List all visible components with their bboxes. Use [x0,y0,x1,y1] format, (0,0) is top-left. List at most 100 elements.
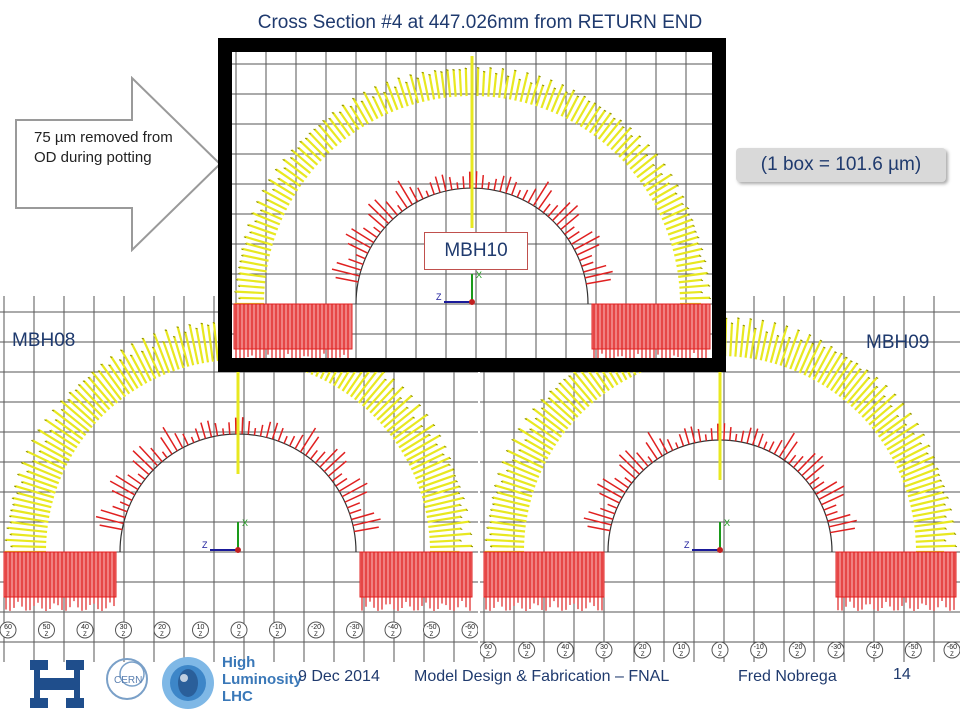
axis-tick-label: -30 [349,624,359,631]
inner-deformation-vector [487,181,490,190]
vector-tip [663,163,666,166]
vector-tip [26,470,29,473]
outer-deformation-vector [247,223,277,236]
outer-deformation-vector [91,371,119,404]
outer-deformation-vector [744,318,752,358]
vector-tip [457,492,461,495]
outer-deformation-vector [10,533,47,539]
midplane-pad [483,551,605,598]
right-arrow-shape [15,76,222,252]
outer-deformation-vector [774,325,789,365]
inner-deformation-vector [597,483,623,499]
vector-tip [412,416,415,419]
vector-tip [674,192,678,195]
vector-tip [703,260,707,263]
vector-tip [529,428,532,431]
outer-deformation-vector [433,70,441,99]
outer-deformation-vector [915,532,956,538]
inner-deformation-vector [347,502,361,509]
footer-title: Model Design & Fabrication – FNAL [414,668,670,685]
outer-deformation-vector [299,140,322,162]
outer-deformation-vector [817,351,837,383]
vector-tip [700,267,703,270]
outer-deformation-vector [565,95,579,120]
outer-deformation-vector [911,503,945,513]
vector-tip [926,452,929,455]
vector-tip [244,243,248,245]
vector-tip [613,117,616,120]
axis-tick-marker [750,641,768,659]
outer-deformation-vector [910,496,948,508]
vector-tip [902,403,905,405]
vector-tip [385,81,388,84]
vector-tip [568,375,571,378]
inner-deformation-vector [830,527,856,534]
outer-deformation-vector [11,508,50,519]
inner-deformation-vector [456,182,459,189]
inner-deformation-vector [666,438,674,451]
outer-deformation-vector [494,484,533,498]
vector-tip [765,331,769,334]
outer-deformation-vector [651,184,679,201]
inner-deformation-vector [323,451,346,473]
vector-tip [553,87,557,90]
midplane-pad [3,551,117,598]
axis-tick-marker [518,641,536,659]
outer-deformation-vector [906,479,942,493]
outer-deformation-vector [663,213,689,226]
outer-deformation-vector [514,78,521,101]
outer-deformation-vector [834,362,859,395]
vector-tip [890,405,893,408]
vector-tip [341,104,344,107]
vector-tip [129,354,133,357]
axis-tick-label: -30 [831,644,841,651]
vector-tip [328,117,331,120]
axis-tick-marker [595,641,613,659]
vector-tip [399,397,402,399]
axis-tick-sublabel: Z [911,652,915,658]
outer-deformation-vector [266,198,288,211]
outer-deformation-vector [452,69,457,97]
axis-tick-marker [788,641,806,659]
axis-tick-sublabel: Z [160,632,164,638]
vector-tip [866,369,869,372]
vector-tip [290,149,294,152]
axis-tick-sublabel: Z [718,652,722,658]
outer-deformation-vector [401,433,431,453]
inner-deformation-vector [161,451,168,459]
vector-tip [249,231,252,234]
outer-deformation-vector [606,125,625,147]
outer-deformation-vector [654,192,677,206]
outer-deformation-vector [297,146,319,166]
outer-deformation-vector [886,432,915,451]
outer-deformation-vector [678,271,708,278]
outer-deformation-vector [789,339,803,370]
outer-deformation-vector [498,472,536,488]
outer-deformation-vector [372,386,404,418]
inner-deformation-vector [335,276,359,283]
vector-tip [109,356,113,359]
vector-tip [518,449,521,452]
axis-tick-sublabel: Z [834,652,838,658]
outer-deformation-vector [458,69,463,97]
outer-deformation-vector [672,242,699,252]
axis-tick-marker [38,621,55,639]
outer-deformation-vector [408,445,446,466]
vector-tip [6,527,9,530]
vector-tip [11,497,15,500]
vector-tip [830,345,833,348]
inner-deformation-vector [552,202,571,222]
outer-deformation-vector [532,407,566,434]
vector-tip [593,102,597,105]
inner-deformation-vector [132,460,150,476]
outer-deformation-vector [679,296,710,300]
inner-deformation-vector [812,481,825,490]
vector-tip [850,360,853,363]
vector-tip [409,74,412,77]
outer-deformation-vector [256,200,285,216]
inner-deformation-vector [385,201,399,216]
vector-tip [74,389,78,392]
outer-deformation-vector [13,503,51,514]
vector-tip [241,254,244,257]
vector-tip [949,508,953,511]
